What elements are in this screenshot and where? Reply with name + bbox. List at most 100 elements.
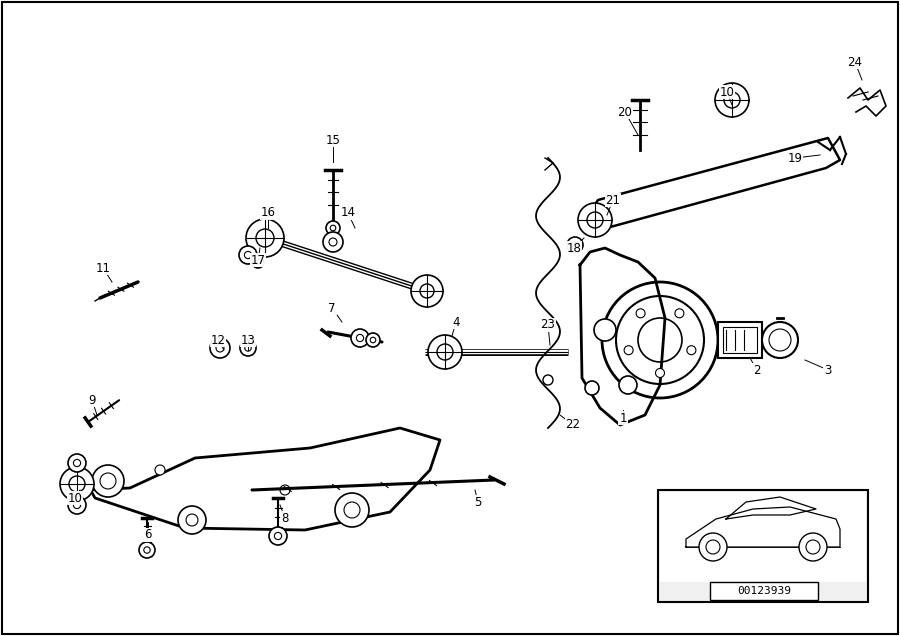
- Text: 22: 22: [565, 418, 581, 431]
- Circle shape: [60, 467, 94, 501]
- Circle shape: [68, 496, 86, 514]
- Circle shape: [356, 335, 364, 342]
- Circle shape: [587, 212, 603, 228]
- Circle shape: [420, 284, 434, 298]
- Circle shape: [687, 346, 696, 355]
- Circle shape: [330, 225, 336, 231]
- Bar: [710, 582, 818, 600]
- Circle shape: [699, 533, 727, 561]
- Circle shape: [366, 333, 380, 347]
- Text: 13: 13: [240, 333, 256, 347]
- Text: 8: 8: [282, 511, 289, 525]
- Circle shape: [210, 338, 230, 358]
- Circle shape: [437, 344, 453, 360]
- Circle shape: [636, 309, 645, 318]
- Circle shape: [69, 476, 85, 492]
- Text: 4: 4: [452, 315, 460, 329]
- Circle shape: [543, 375, 553, 385]
- Polygon shape: [580, 248, 665, 425]
- Bar: [658, 490, 868, 602]
- Polygon shape: [686, 507, 840, 547]
- Circle shape: [326, 221, 340, 235]
- Circle shape: [351, 329, 369, 347]
- Circle shape: [578, 203, 612, 237]
- Text: 24: 24: [848, 55, 862, 69]
- Circle shape: [619, 376, 637, 394]
- Text: 6: 6: [144, 529, 152, 541]
- Circle shape: [675, 309, 684, 318]
- Circle shape: [724, 92, 740, 108]
- Circle shape: [616, 296, 704, 384]
- Circle shape: [762, 322, 798, 358]
- Circle shape: [240, 340, 256, 356]
- Circle shape: [74, 501, 81, 509]
- Circle shape: [344, 502, 360, 518]
- Circle shape: [323, 232, 343, 252]
- Circle shape: [769, 329, 791, 351]
- Circle shape: [572, 242, 578, 248]
- Text: 21: 21: [606, 193, 620, 207]
- Circle shape: [252, 256, 264, 268]
- Circle shape: [139, 542, 155, 558]
- Text: 2: 2: [753, 364, 760, 377]
- Text: 15: 15: [326, 134, 340, 146]
- Text: 5: 5: [474, 495, 482, 509]
- Circle shape: [370, 337, 376, 343]
- Circle shape: [245, 251, 252, 259]
- Bar: [660, 492, 866, 582]
- Circle shape: [269, 527, 287, 545]
- Circle shape: [239, 246, 257, 264]
- Circle shape: [715, 83, 749, 117]
- Circle shape: [74, 459, 81, 467]
- Circle shape: [246, 219, 284, 257]
- Circle shape: [428, 335, 462, 369]
- Text: 19: 19: [788, 151, 803, 165]
- Circle shape: [638, 318, 682, 362]
- Circle shape: [335, 493, 369, 527]
- Circle shape: [806, 540, 820, 554]
- Circle shape: [186, 514, 198, 526]
- Circle shape: [706, 540, 720, 554]
- Circle shape: [178, 506, 206, 534]
- Text: 20: 20: [617, 106, 633, 118]
- Text: 10: 10: [720, 85, 734, 99]
- Bar: [718, 322, 762, 358]
- Circle shape: [624, 346, 633, 355]
- Polygon shape: [588, 138, 840, 232]
- Circle shape: [155, 465, 165, 475]
- Circle shape: [216, 344, 224, 352]
- Text: 7: 7: [328, 301, 336, 314]
- Circle shape: [144, 547, 150, 553]
- Circle shape: [594, 319, 616, 341]
- Circle shape: [100, 473, 116, 489]
- Text: 17: 17: [250, 254, 266, 266]
- Text: 14: 14: [340, 207, 356, 219]
- Text: 9: 9: [88, 394, 95, 406]
- Circle shape: [585, 381, 599, 395]
- Polygon shape: [72, 428, 440, 530]
- Text: 3: 3: [824, 364, 832, 377]
- Circle shape: [329, 238, 337, 246]
- Text: 16: 16: [260, 207, 275, 219]
- Text: 18: 18: [567, 242, 581, 254]
- Circle shape: [280, 485, 290, 495]
- Circle shape: [655, 368, 664, 378]
- Circle shape: [68, 454, 86, 472]
- Circle shape: [92, 465, 124, 497]
- Text: 1: 1: [619, 411, 626, 424]
- Bar: [723, 327, 757, 353]
- Circle shape: [602, 282, 718, 398]
- Text: 10: 10: [68, 492, 83, 504]
- Polygon shape: [726, 497, 816, 519]
- Text: 12: 12: [211, 333, 226, 347]
- Circle shape: [256, 229, 274, 247]
- Circle shape: [245, 345, 251, 351]
- Circle shape: [799, 533, 827, 561]
- Text: 00123939: 00123939: [737, 586, 791, 596]
- Circle shape: [411, 275, 443, 307]
- Text: 11: 11: [95, 261, 111, 275]
- Circle shape: [567, 237, 583, 253]
- Text: 23: 23: [541, 319, 555, 331]
- Circle shape: [274, 532, 282, 539]
- Circle shape: [256, 259, 260, 265]
